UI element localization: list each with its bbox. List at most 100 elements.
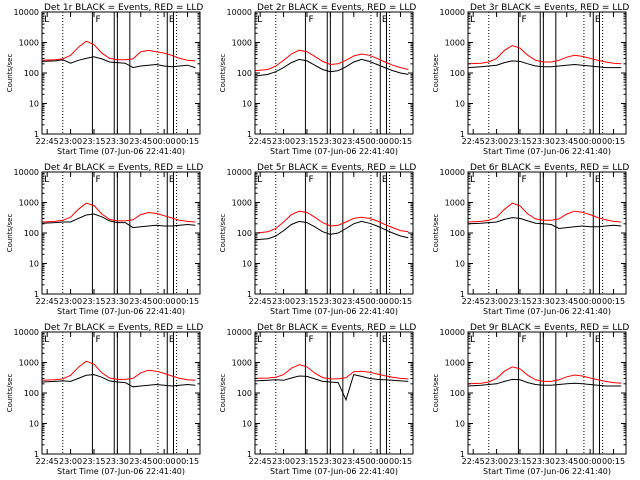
- series-events-line: [255, 58, 409, 77]
- marker-letter: F: [309, 15, 314, 25]
- x-tick-label: 23:45: [555, 137, 578, 146]
- y-tick-label: 10: [455, 420, 465, 429]
- x-tick-label: 23:45: [342, 457, 365, 466]
- series-lld-line: [468, 44, 622, 65]
- x-tick-label: 00:15: [389, 297, 412, 306]
- panel-title: Det 9r BLACK = Events, RED = LLD: [470, 323, 629, 333]
- marker-letter: L: [470, 335, 475, 345]
- marker-letter: L: [257, 15, 262, 25]
- series-lld-line: [255, 364, 409, 380]
- x-tick-label: 23:45: [129, 297, 152, 306]
- marker-letter: F: [522, 175, 527, 185]
- x-tick-label: 00:00: [153, 137, 176, 146]
- y-tick-label: 1000: [19, 199, 39, 208]
- x-tick-label: 00:15: [176, 297, 199, 306]
- y-tick-label: 10000: [227, 8, 252, 17]
- panel-det-1r: Det 1r BLACK = Events, RED = LLD L F E 1 10 10…: [6, 3, 203, 156]
- y-tick-label: 1000: [19, 39, 39, 48]
- x-tick-label: 22:45: [249, 457, 272, 466]
- y-tick-label: 10: [242, 260, 252, 269]
- x-tick-label: 00:15: [389, 137, 412, 146]
- x-tick-label: 00:00: [366, 137, 389, 146]
- panel-det-9r: Det 9r BLACK = Events, RED = LLD L F E 1 10 10…: [432, 323, 629, 476]
- panel-title: Det 2r BLACK = Events, RED = LLD: [257, 3, 416, 13]
- x-tick-label: 00:15: [389, 457, 412, 466]
- x-tick-label: 22:45: [249, 297, 272, 306]
- x-tick-label: 23:45: [342, 297, 365, 306]
- y-tick-label: 100: [450, 389, 465, 398]
- series-events-line: [255, 374, 409, 402]
- series-events-line: [255, 220, 409, 241]
- y-tick-label: 10000: [14, 8, 39, 17]
- panel-title: Det 3r BLACK = Events, RED = LLD: [470, 3, 629, 13]
- y-tick-label: 1000: [445, 359, 465, 368]
- x-axis-title: Start Time (07-Jun-06 22:41:40): [270, 467, 398, 476]
- x-tick-label: 23:00: [59, 457, 82, 466]
- series-lld-line: [468, 366, 622, 385]
- y-tick-label: 1: [460, 450, 465, 459]
- y-tick-label: 1: [34, 290, 39, 299]
- y-axis-title: Counts/sec: [219, 214, 227, 253]
- marker-letter: F: [96, 175, 101, 185]
- x-tick-label: 23:45: [555, 297, 578, 306]
- y-tick-label: 10: [29, 100, 39, 109]
- x-tick-label: 23:45: [129, 137, 152, 146]
- y-tick-label: 1: [247, 130, 252, 139]
- marker-letter: L: [44, 335, 49, 345]
- y-tick-label: 10: [29, 420, 39, 429]
- panel-title: Det 5r BLACK = Events, RED = LLD: [257, 163, 416, 173]
- panel-det-4r: Det 4r BLACK = Events, RED = LLD L F E 1 10 10…: [6, 163, 203, 316]
- series-lld-line: [255, 210, 409, 234]
- x-tick-label: 23:30: [319, 297, 342, 306]
- x-tick-label: 23:00: [272, 297, 295, 306]
- x-tick-label: 23:00: [272, 137, 295, 146]
- panel-det-7r: Det 7r BLACK = Events, RED = LLD L F E 1 10 10…: [6, 323, 203, 476]
- y-tick-label: 100: [450, 69, 465, 78]
- x-tick-label: 00:00: [153, 297, 176, 306]
- series-lld-line: [42, 360, 196, 381]
- y-tick-label: 100: [237, 229, 252, 238]
- y-axis-title: Counts/sec: [432, 214, 440, 253]
- y-tick-label: 1: [247, 290, 252, 299]
- y-tick-label: 100: [237, 69, 252, 78]
- marker-letter: E: [169, 335, 175, 345]
- marker-letter: E: [169, 15, 175, 25]
- x-tick-label: 23:15: [82, 297, 105, 306]
- x-tick-label: 22:45: [36, 137, 59, 146]
- series-events-line: [42, 213, 196, 229]
- marker-letter: E: [595, 335, 601, 345]
- x-tick-label: 23:30: [532, 297, 555, 306]
- marker-letter: L: [44, 175, 49, 185]
- y-tick-label: 1000: [232, 359, 252, 368]
- x-axis-title: Start Time (07-Jun-06 22:41:40): [270, 307, 398, 316]
- y-axis-title: Counts/sec: [6, 214, 14, 253]
- y-tick-label: 100: [24, 69, 39, 78]
- x-tick-label: 00:00: [153, 457, 176, 466]
- x-tick-label: 23:30: [532, 137, 555, 146]
- x-tick-label: 00:15: [602, 457, 625, 466]
- x-tick-label: 22:45: [462, 297, 485, 306]
- marker-letter: F: [309, 335, 314, 345]
- x-tick-label: 22:45: [462, 457, 485, 466]
- marker-letter: E: [382, 15, 388, 25]
- y-tick-label: 100: [24, 389, 39, 398]
- series-events-line: [468, 60, 622, 69]
- marker-letter: L: [44, 15, 49, 25]
- marker-letter: E: [382, 335, 388, 345]
- x-tick-label: 23:15: [295, 297, 318, 306]
- x-tick-label: 00:00: [366, 297, 389, 306]
- y-axis-title: Counts/sec: [432, 54, 440, 93]
- x-axis-title: Start Time (07-Jun-06 22:41:40): [270, 147, 398, 156]
- y-tick-label: 100: [237, 389, 252, 398]
- y-tick-label: 10000: [440, 8, 465, 17]
- y-tick-label: 1: [460, 290, 465, 299]
- x-tick-label: 23:00: [59, 297, 82, 306]
- marker-letter: F: [96, 15, 101, 25]
- x-tick-label: 22:45: [249, 137, 272, 146]
- y-axis-title: Counts/sec: [6, 374, 14, 413]
- x-tick-label: 23:00: [272, 457, 295, 466]
- y-tick-label: 1: [460, 130, 465, 139]
- x-tick-label: 23:30: [319, 137, 342, 146]
- x-tick-label: 22:45: [462, 137, 485, 146]
